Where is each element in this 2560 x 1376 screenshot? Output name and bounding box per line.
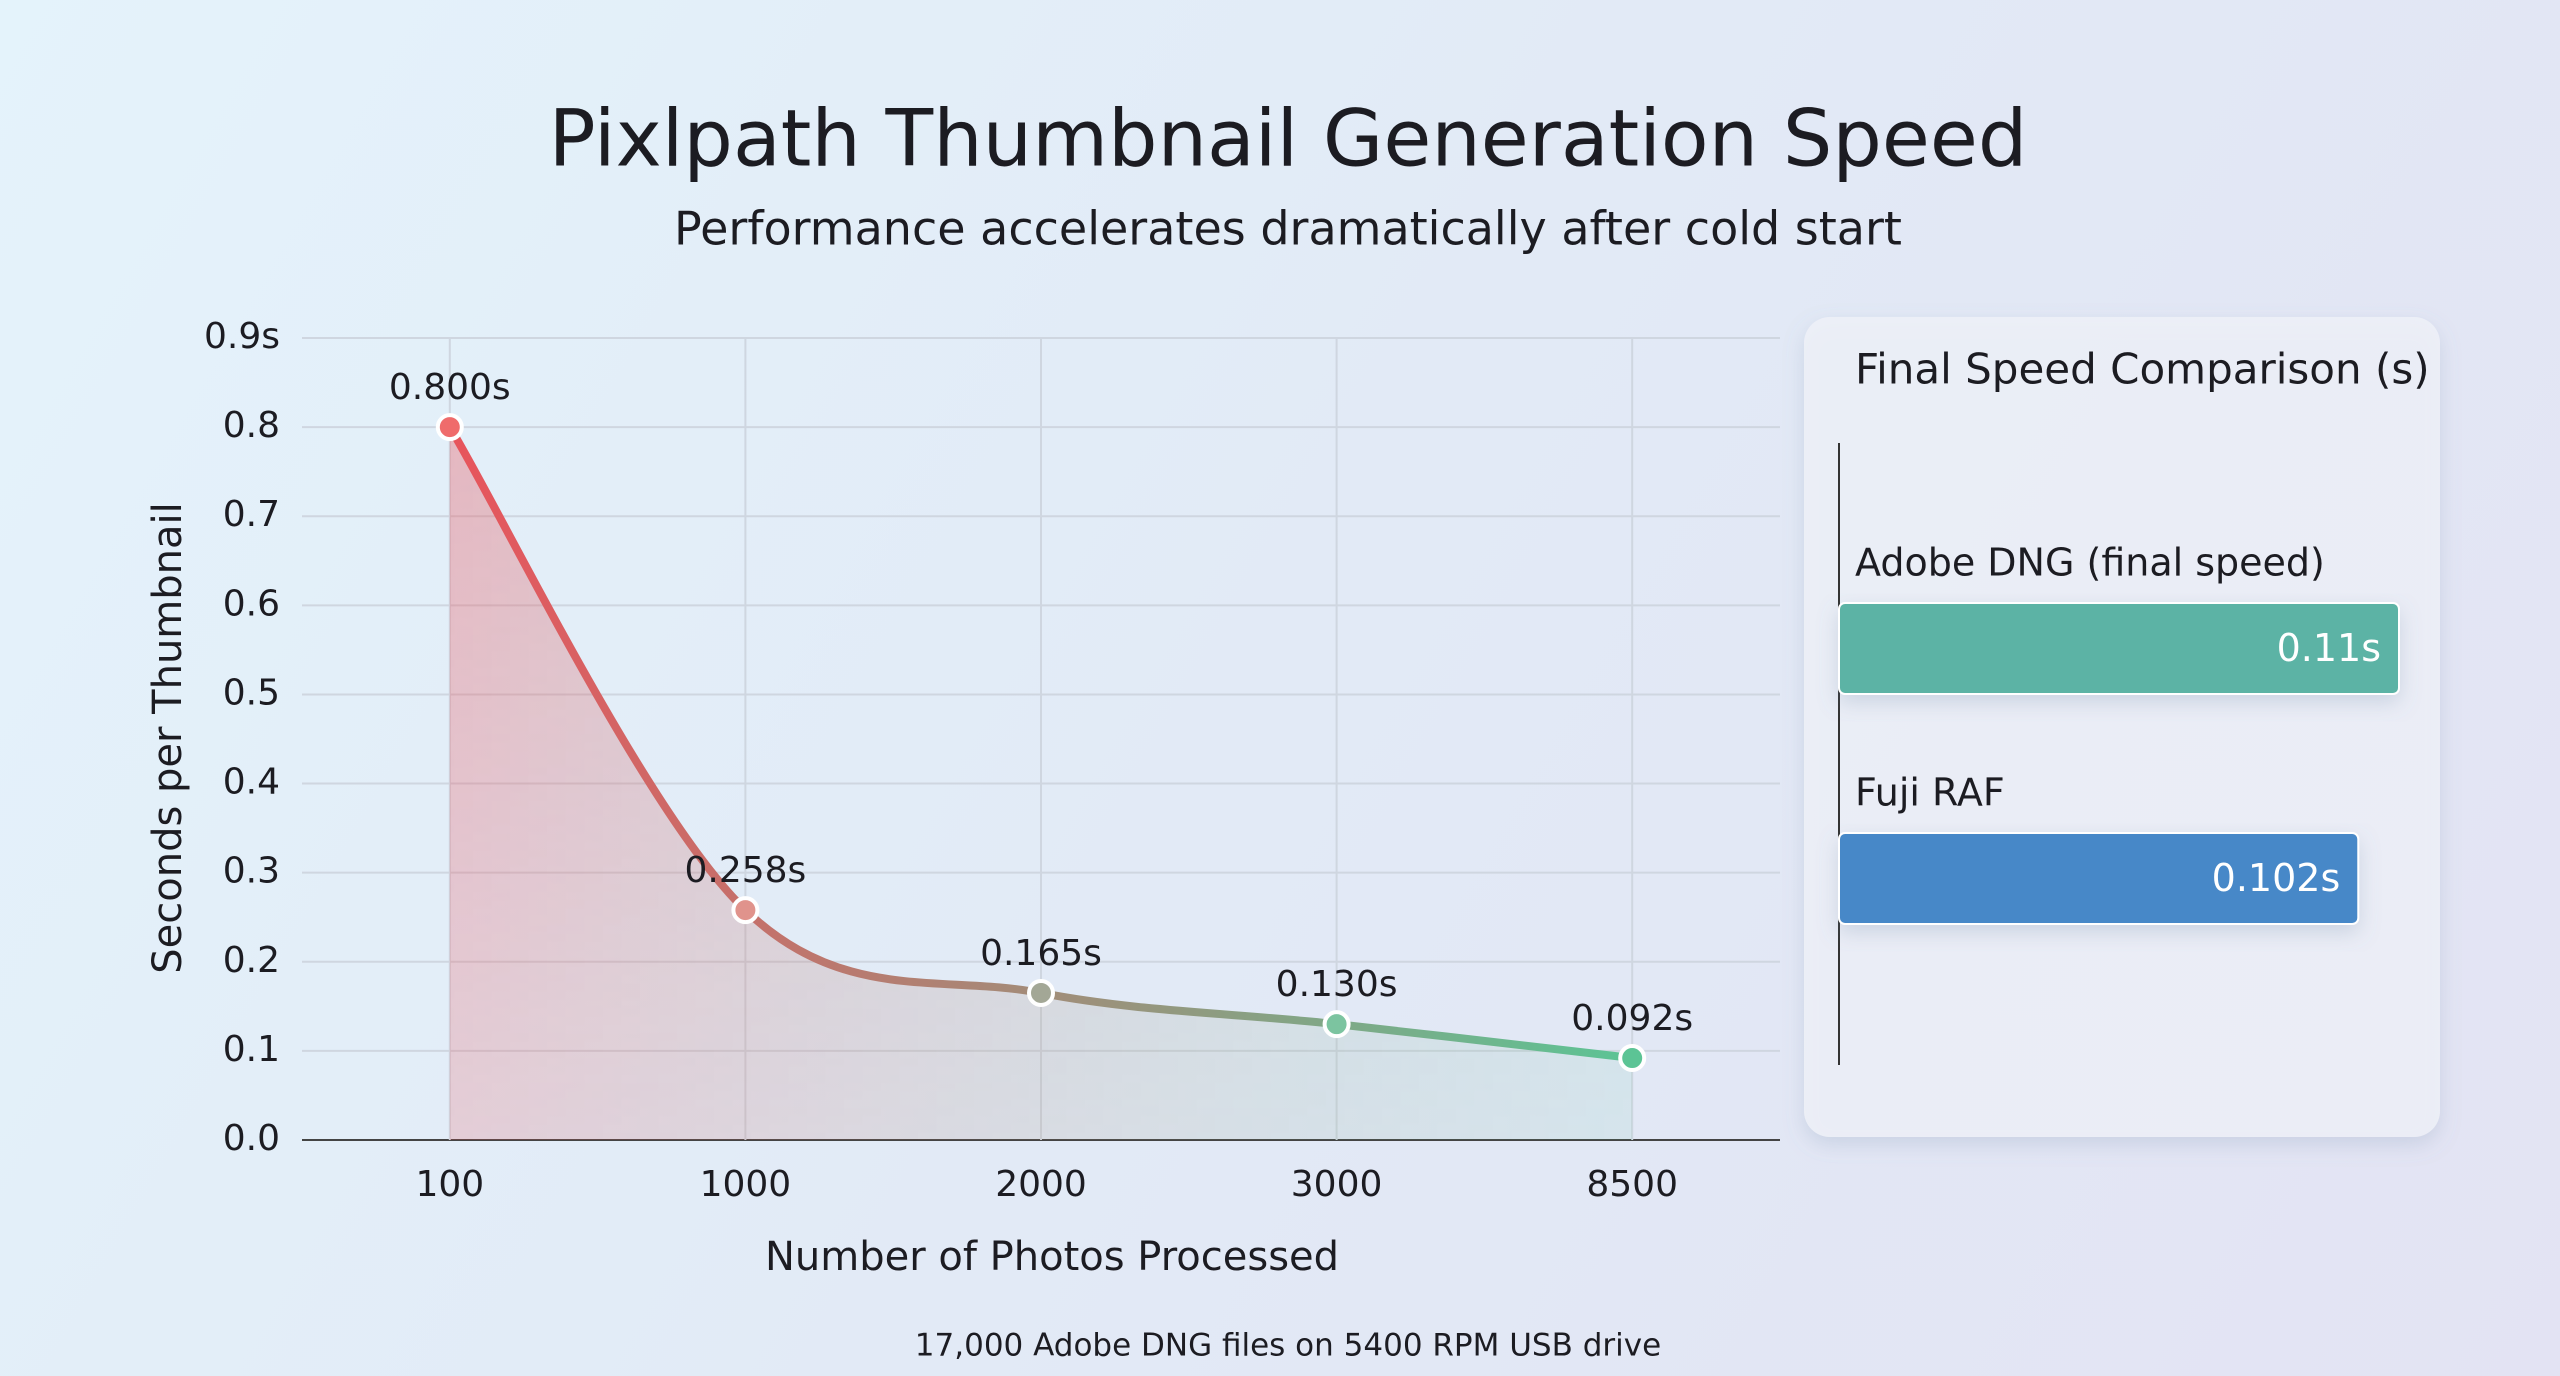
- y-tick-label: 0.4: [223, 762, 280, 803]
- x-tick-label: 1000: [700, 1164, 792, 1205]
- data-point: [731, 896, 760, 925]
- data-point: [435, 413, 464, 442]
- y-tick-label: 0.1: [223, 1029, 280, 1070]
- side-panel: [1804, 317, 2440, 1137]
- y-axis-label: Seconds per Thumbnail: [145, 502, 191, 974]
- y-tick-label: 0.3: [223, 851, 280, 892]
- bar-category-label: Fuji RAF: [1855, 771, 2005, 815]
- x-tick-label: 2000: [995, 1164, 1087, 1205]
- line: [445, 423, 1637, 1063]
- panel-title: Final Speed Comparison (s): [1855, 345, 2430, 394]
- data-label: 0.800s: [389, 367, 511, 408]
- y-tick-label: 0.9s: [204, 316, 280, 357]
- data-label: 0.092s: [1571, 998, 1693, 1039]
- data-label: 0.130s: [1276, 964, 1398, 1005]
- x-axis-label: Number of Photos Processed: [765, 1234, 1339, 1280]
- x-tick-label: 100: [415, 1164, 484, 1205]
- data-label: 0.165s: [980, 933, 1102, 974]
- y-tick-label: 0.5: [223, 672, 280, 713]
- x-tick-label: 3000: [1291, 1164, 1383, 1205]
- data-point: [1322, 1010, 1351, 1039]
- bar-value-label: 0.102s: [2212, 856, 2341, 900]
- bar: [1838, 832, 2360, 925]
- area: [449, 427, 1633, 1141]
- y-tick-label: 0.2: [223, 940, 280, 981]
- data-point: [1618, 1044, 1647, 1073]
- chart-title: Pixlpath Thumbnail Generation Speed: [549, 94, 2028, 184]
- y-tick-label: 0.6: [223, 583, 280, 624]
- bar: [1838, 602, 2400, 695]
- y-tick-label: 0.8: [223, 405, 280, 446]
- y-tick-label: 0.0: [223, 1118, 280, 1159]
- chart-subtitle: Performance accelerates dramatically aft…: [674, 202, 1902, 256]
- bar-category-label: Adobe DNG (final speed): [1855, 541, 2325, 585]
- data-point: [1027, 978, 1055, 1007]
- footnote: 17,000 Adobe DNG files on 5400 RPM USB d…: [915, 1328, 1661, 1364]
- bar-value-label: 0.11s: [2277, 626, 2381, 670]
- y-tick-label: 0.7: [223, 494, 280, 535]
- data-label: 0.258s: [684, 850, 806, 891]
- x-tick-label: 8500: [1586, 1164, 1678, 1205]
